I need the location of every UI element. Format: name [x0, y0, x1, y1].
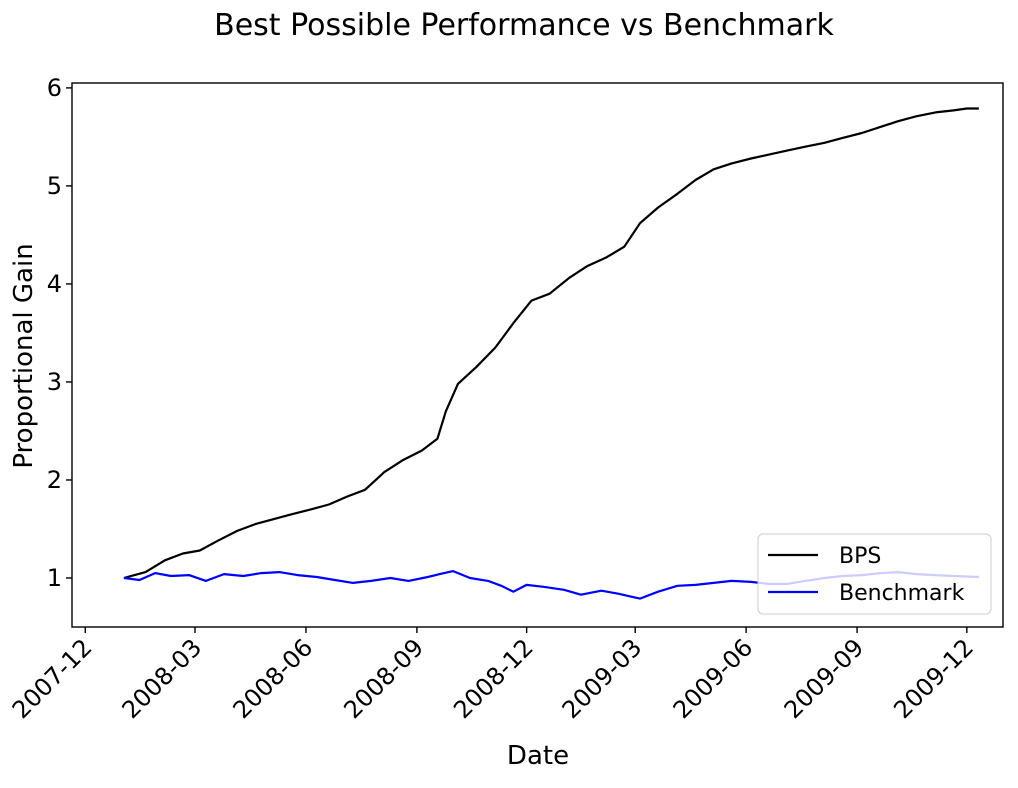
y-tick-label: 4 — [47, 270, 62, 298]
x-tick-label: 2007-12 — [7, 633, 98, 724]
x-tick-label: 2009-12 — [888, 633, 979, 724]
y-tick-label: 5 — [47, 172, 62, 200]
y-tick-label: 6 — [47, 74, 62, 102]
legend-label-0: BPS — [839, 544, 881, 569]
y-axis-label: Proportional Gain — [9, 243, 39, 468]
legend: BPS Benchmark — [757, 533, 992, 615]
x-tick-label: 2008-06 — [228, 633, 319, 724]
series-layer — [123, 107, 979, 600]
x-axis: 2007-12 2008-03 2008-06 2008-09 2008-12 2009-… — [7, 627, 979, 724]
y-tick-label: 3 — [47, 368, 62, 396]
x-tick-label: 2008-12 — [448, 633, 539, 724]
x-tick-label: 2009-03 — [557, 633, 648, 724]
x-tick-label: 2008-09 — [338, 633, 429, 724]
x-axis-label: Date — [507, 741, 569, 771]
chart-title: Best Possible Performance vs Benchmark — [214, 8, 834, 43]
y-tick-label: 2 — [47, 466, 62, 494]
x-tick-label: 2008-03 — [117, 633, 208, 724]
x-tick-label: 2009-06 — [668, 633, 759, 724]
y-tick-label: 1 — [47, 564, 62, 592]
y-axis: 1 2 3 4 5 6 — [47, 74, 72, 592]
series-line-0 — [123, 107, 979, 580]
x-tick-label: 2009-09 — [779, 633, 870, 724]
legend-label-1: Benchmark — [839, 581, 965, 606]
plot-area-frame — [71, 82, 1004, 628]
